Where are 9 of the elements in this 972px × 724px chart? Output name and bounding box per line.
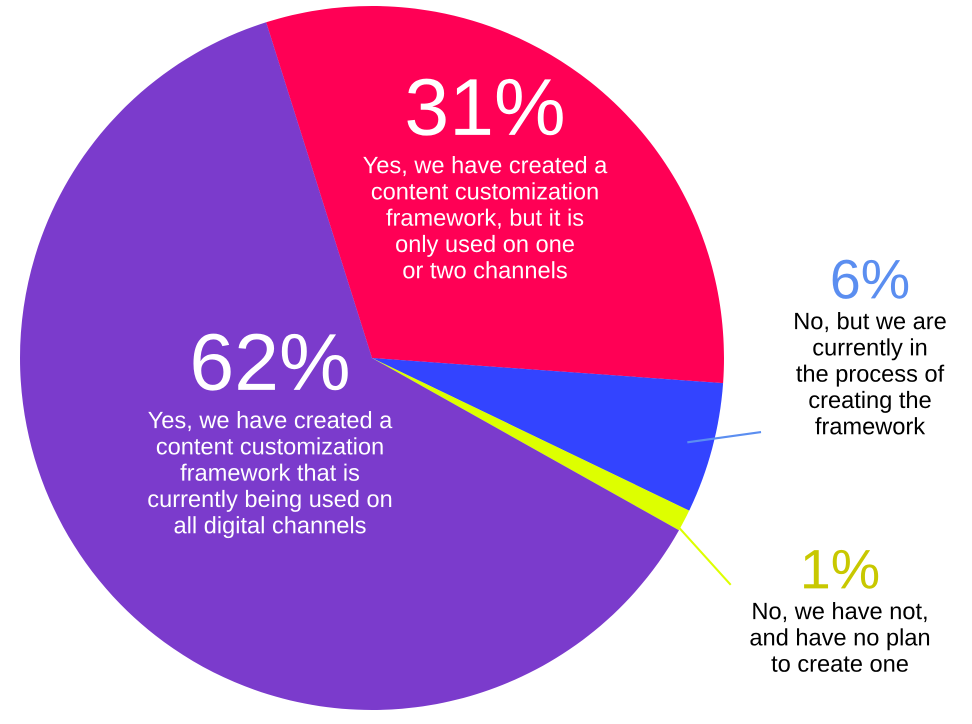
slice-label: Yes, we have created a content customization framework that is currently being used on all digital channels bbox=[148, 411, 392, 538]
pie-slice bbox=[20, 22, 679, 710]
data-label: 62% bbox=[193, 334, 348, 391]
data-label: 1% bbox=[804, 550, 878, 589]
slice-label: Yes, we have created a content customization framework, but it is only used on one or two channels bbox=[363, 156, 608, 278]
data-label: 6% bbox=[832, 260, 908, 299]
data-label: 31% bbox=[407, 78, 563, 136]
slice-label: No, but we are currently in the process of creating the framework bbox=[795, 312, 946, 434]
slice-label: No, we have not, and have no plan to create one bbox=[750, 602, 930, 672]
